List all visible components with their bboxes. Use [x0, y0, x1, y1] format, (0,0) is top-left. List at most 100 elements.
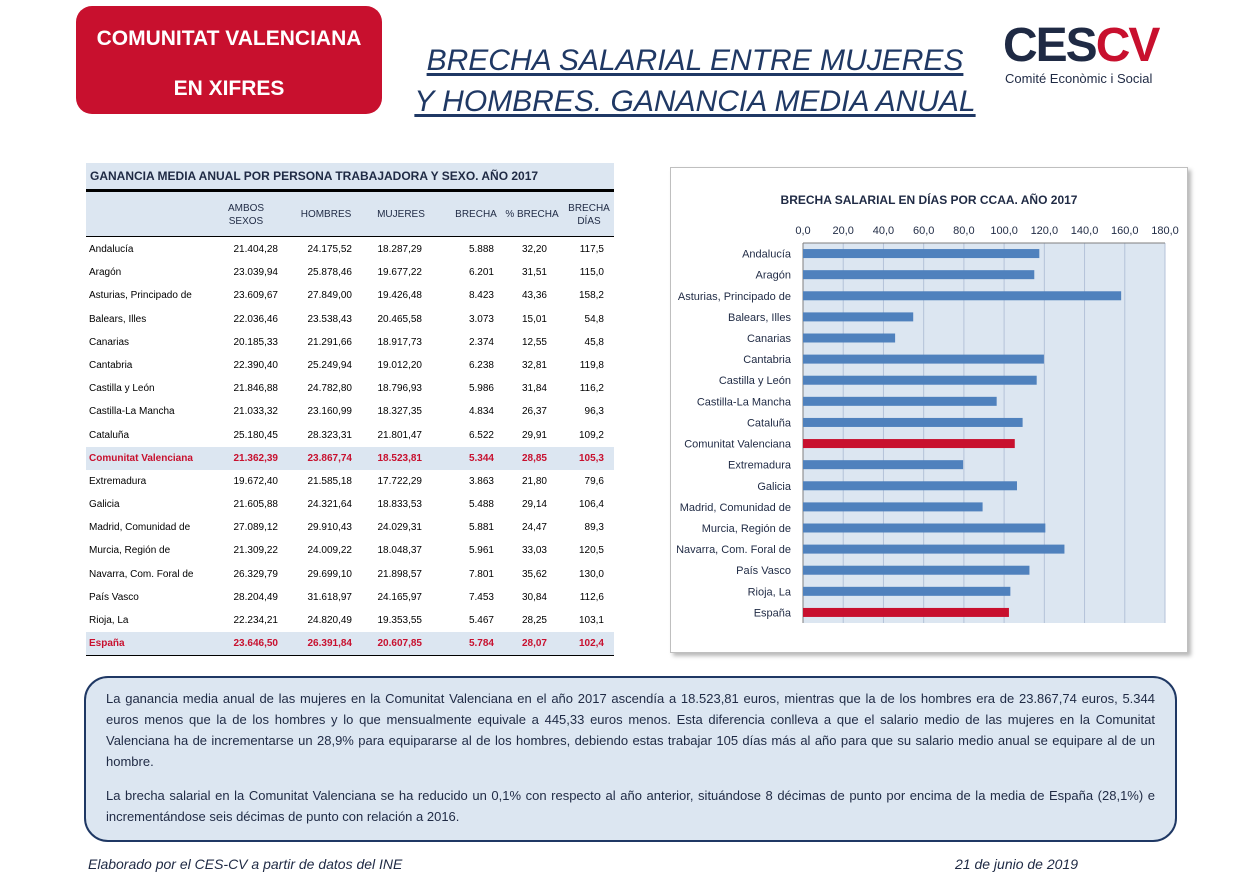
bar	[803, 565, 1030, 575]
y-category-label: Andalucía	[742, 249, 792, 261]
table-cell: 19.353,55	[377, 615, 423, 626]
table-row: Navarra, Com. Foral de 26.329,79 29.699,10…	[86, 563, 614, 586]
badge-line-1: COMUNITAT VALENCIANA	[96, 27, 362, 50]
table-cell: 27.849,00	[307, 290, 353, 302]
x-tick-label: 120,0	[1031, 225, 1059, 237]
table-cell-region: País Vasco	[89, 591, 139, 603]
table-cell: 24.175,52	[307, 244, 353, 255]
plot-area	[803, 243, 1165, 623]
table-cell: 79,6	[584, 475, 604, 487]
bar	[803, 481, 1017, 491]
table-row: Madrid, Comunidad de 27.089,12 29.910,43 24…	[86, 516, 614, 539]
table-cell: 24.321,64	[307, 499, 353, 511]
bar	[803, 586, 1011, 596]
table-cell-region: Galicia	[89, 499, 120, 511]
table-row: Cataluña 25.180,45 28.323,31 21.801,47 6.522…	[86, 424, 614, 447]
y-category-label: Comunitat Valenciana	[684, 439, 792, 451]
logo-word-b: CV	[1095, 19, 1161, 72]
logo-word-a: CES	[1003, 19, 1098, 72]
bar	[803, 312, 914, 322]
brecha-dias-chart: BRECHA SALARIAL EN DÍAS POR CCAA. AÑO 20…	[670, 167, 1188, 653]
table-cell: 96,3	[584, 406, 604, 418]
bar	[803, 544, 1065, 554]
table-row: Balears, Illes 22.036,46 23.538,43 20.465,5…	[86, 308, 614, 331]
table-cell: 18.796,93	[377, 383, 423, 395]
bar	[803, 375, 1037, 385]
table-cell: 117,5	[579, 244, 604, 255]
x-tick-label: 80,0	[953, 225, 974, 237]
table-cell: 26,37	[521, 406, 547, 418]
table-cell: 23.867,74	[307, 452, 353, 464]
table-cell: 5.488	[468, 499, 494, 511]
table-cell-region: Rioja, La	[89, 615, 129, 626]
table-cell: 29.699,10	[307, 568, 353, 580]
table-cell: 23.538,43	[307, 313, 353, 325]
logo-subtitle: Comité Econòmic i Social	[1005, 71, 1153, 86]
header-brecha: BRECHA	[455, 209, 497, 220]
table-cell: 5.888	[468, 244, 494, 255]
table-cell: 20.465,58	[377, 313, 423, 325]
table-cell: 29,91	[521, 429, 547, 441]
table-cell: 4.834	[468, 406, 494, 418]
bar	[803, 460, 964, 470]
bar	[803, 249, 1040, 259]
table-cell: 2.374	[468, 336, 494, 348]
table-cell: 6.238	[468, 359, 494, 371]
bar	[803, 439, 1015, 449]
table-cell: 21.898,57	[377, 568, 423, 580]
table-cell: 31,51	[521, 267, 547, 279]
table-cell: 23.609,67	[233, 290, 279, 302]
chart-title: BRECHA SALARIAL EN DÍAS POR CCAA. AÑO 20…	[780, 193, 1078, 207]
y-category-label: Castilla y León	[719, 375, 791, 387]
table-cell: 5.986	[468, 383, 494, 395]
bar	[803, 417, 1023, 427]
table-header: AMBOS SEXOS HOMBRES MUJERES BRECHA % BRE…	[86, 189, 614, 237]
y-category-label: Asturias, Principado de	[678, 291, 791, 303]
table-cell: 28.204,49	[233, 591, 279, 603]
table-cell: 33,03	[521, 545, 547, 557]
table-cell-region: Cataluña	[89, 429, 130, 441]
table-cell-region: Canarias	[89, 336, 130, 348]
bar	[803, 291, 1122, 301]
table-cell: 3.073	[468, 313, 494, 325]
table-cell: 24.009,22	[307, 545, 353, 557]
y-category-label: Aragón	[756, 270, 791, 282]
table-title: GANANCIA MEDIA ANUAL POR PERSONA TRABAJA…	[86, 163, 614, 189]
x-tick-label: 60,0	[913, 225, 934, 237]
table-cell: 130,0	[578, 568, 604, 580]
table-cell: 7.801	[468, 568, 494, 580]
table-cell: 21.033,32	[233, 406, 279, 418]
table-cell: 18.048,37	[377, 545, 423, 557]
table-cell: 105,3	[578, 452, 604, 464]
table-cell: 120,5	[578, 545, 604, 557]
summary-paragraph-1: La ganancia media anual de las mujeres e…	[106, 691, 1155, 769]
y-category-label: Canarias	[747, 333, 792, 345]
table-cell: 25.878,46	[307, 267, 353, 279]
table-cell-region: Asturias, Principado de	[89, 290, 192, 302]
table-cell: 28,25	[521, 615, 547, 626]
table-cell: 5.784	[468, 638, 494, 650]
y-category-label: España	[754, 607, 792, 619]
table-cell-region: Murcia, Región de	[89, 545, 171, 557]
table-cell: 21.585,18	[307, 475, 353, 487]
y-category-label: País Vasco	[736, 565, 791, 577]
table-cell: 27.089,12	[233, 522, 279, 534]
table-cell: 21.291,66	[307, 336, 353, 348]
table-cell: 6.201	[468, 267, 494, 279]
x-tick-label: 20,0	[833, 225, 854, 237]
table-cell-region: Castilla-La Mancha	[89, 406, 175, 418]
table-cell: 22.390,40	[233, 359, 279, 371]
table-cell: 26.391,84	[307, 638, 353, 650]
header-brecha-dias: BRECHA DÍAS	[568, 203, 610, 227]
table-cell: 19.426,48	[377, 290, 423, 302]
table-row: España 23.646,50 26.391,84 20.607,85 5.784 28…	[86, 632, 614, 656]
bar	[803, 396, 997, 406]
x-tick-label: 40,0	[873, 225, 894, 237]
table-row: Canarias 20.185,33 21.291,66 18.917,73 2.374…	[86, 331, 614, 354]
table-cell: 23.160,99	[307, 406, 353, 418]
table-row: Murcia, Región de 21.309,22 24.009,22 18.04…	[86, 539, 614, 562]
footer-date: 21 de junio de 2019	[955, 856, 1078, 872]
table-cell: 28,85	[521, 452, 547, 464]
table-cell: 15,01	[521, 313, 547, 325]
table-cell: 24,47	[521, 522, 547, 534]
